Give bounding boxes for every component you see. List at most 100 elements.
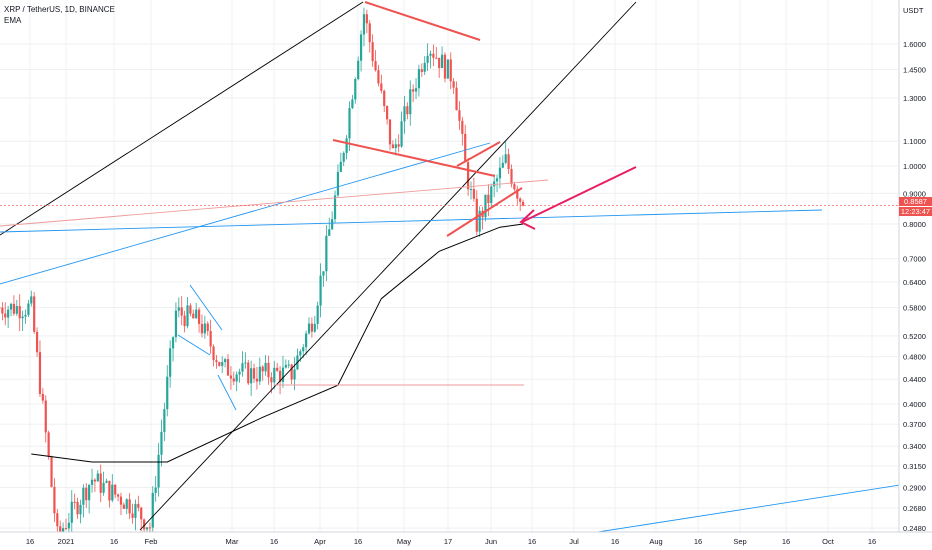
candle — [516, 185, 519, 205]
candle — [137, 495, 140, 512]
candle-body — [180, 307, 183, 316]
candle — [357, 56, 360, 81]
candle-body — [79, 504, 82, 515]
candle-body — [105, 480, 108, 483]
candle-body — [357, 60, 360, 80]
candle-body — [4, 313, 7, 318]
candle — [183, 310, 186, 333]
x-tick-label: 16 — [611, 537, 619, 546]
candle-body — [319, 275, 322, 306]
candle-body — [348, 107, 351, 139]
candle — [189, 303, 192, 317]
candle-body — [513, 184, 516, 190]
candle — [328, 217, 331, 237]
candle-body — [333, 195, 337, 220]
candle-body — [368, 23, 371, 43]
candle — [417, 64, 421, 97]
trendline-red-flag-lower — [446, 187, 523, 237]
candle-body — [108, 480, 111, 501]
candle-body — [169, 348, 172, 377]
grid — [0, 0, 899, 532]
candle-body — [15, 306, 18, 314]
candle — [64, 518, 68, 531]
candle — [232, 371, 235, 386]
candle-body — [409, 89, 412, 115]
price-axis-bg — [899, 0, 932, 550]
candle — [365, 9, 368, 34]
candle — [469, 181, 473, 200]
candle-body — [310, 323, 313, 332]
candle-body — [209, 331, 212, 347]
candle-body — [386, 106, 389, 120]
candle — [93, 478, 97, 492]
candle-body — [449, 59, 452, 82]
candle-body — [400, 121, 403, 147]
x-tick-label: 16 — [782, 537, 790, 546]
y-tick-label: 0.4000 — [903, 400, 926, 409]
candle-body — [388, 119, 392, 145]
x-tick-label: Jun — [485, 537, 497, 546]
candle — [21, 310, 24, 331]
candle — [325, 225, 328, 282]
candle-body — [345, 138, 348, 153]
y-tick-label: 0.5800 — [903, 303, 926, 312]
candle — [79, 499, 82, 524]
candle-body — [267, 362, 270, 378]
candle — [76, 497, 79, 519]
candle — [244, 352, 247, 369]
candle — [56, 509, 59, 533]
candle-body — [131, 513, 134, 518]
candle — [41, 387, 44, 404]
candle — [111, 474, 114, 503]
candle-body — [273, 367, 276, 383]
candle — [440, 46, 444, 69]
candle — [24, 309, 27, 324]
candle — [362, 7, 366, 47]
candle-body — [38, 352, 42, 394]
candle — [102, 471, 105, 496]
candle-body — [244, 362, 247, 364]
candle-body — [160, 431, 163, 455]
candle — [467, 157, 470, 196]
candle — [197, 307, 201, 333]
candle — [498, 157, 502, 189]
candle-body — [35, 331, 39, 353]
candle — [423, 56, 426, 76]
candle — [495, 174, 499, 193]
candle-body — [371, 42, 374, 62]
candle-body — [435, 57, 438, 59]
candle — [504, 141, 507, 165]
candle — [276, 362, 279, 372]
trendline-black-lower — [139, 1, 637, 531]
candle — [368, 20, 371, 53]
candle — [82, 484, 85, 518]
candle — [177, 297, 180, 318]
candle — [255, 367, 259, 390]
candle-body — [93, 479, 97, 482]
candle — [96, 470, 99, 482]
ema-indicator-label[interactable]: EMA — [4, 16, 22, 25]
candle — [171, 336, 175, 362]
candle — [426, 43, 429, 72]
candle — [342, 151, 345, 167]
candle — [125, 498, 128, 515]
candle-body — [56, 513, 59, 527]
candle — [432, 44, 435, 67]
candle — [224, 357, 227, 368]
candle-body — [7, 309, 10, 318]
candle-body — [140, 507, 143, 520]
x-tick-label: May — [397, 537, 411, 546]
candle-body — [281, 367, 285, 382]
candle-body — [362, 14, 366, 35]
x-tick-label: 16 — [354, 537, 362, 546]
currency-label: USDT — [903, 6, 924, 15]
candle — [394, 138, 397, 156]
candle — [446, 59, 449, 79]
candle-body — [484, 194, 487, 218]
candle-body — [325, 235, 328, 272]
candle-body — [469, 189, 473, 191]
candle — [9, 302, 13, 317]
candle-body — [446, 59, 449, 79]
